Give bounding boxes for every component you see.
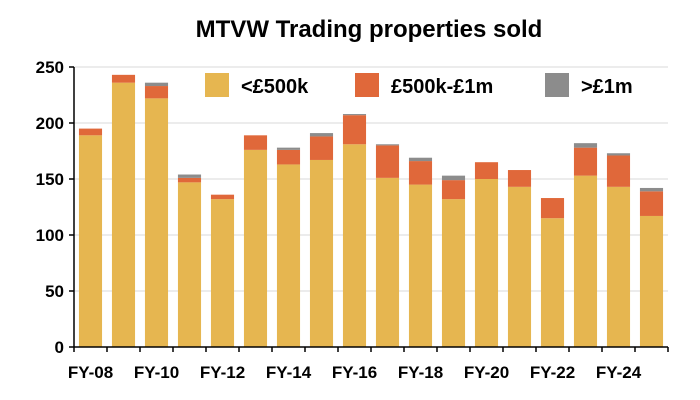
- bar-segment: [573, 175, 598, 347]
- x-tick-label: FY-24: [596, 363, 642, 382]
- bar-segment: [177, 177, 202, 183]
- x-tick-label: FY-22: [530, 363, 575, 382]
- bar-segment: [78, 128, 103, 136]
- y-axis-ticks: 0 50 100 150 200 250: [36, 58, 74, 357]
- x-tick-label: FY-14: [266, 363, 312, 382]
- bar-segment: [507, 186, 532, 347]
- bar-segment: [441, 180, 466, 200]
- bar-segment: [441, 175, 466, 181]
- bar-segment: [177, 174, 202, 178]
- bar-segment: [639, 215, 664, 347]
- x-axis-ticks: FY-08 FY-10 FY-12 FY-14 FY-16 FY-18 FY-20 FY-22…: [68, 347, 669, 382]
- bar-segment: [210, 194, 235, 200]
- x-tick-label: FY-16: [332, 363, 377, 382]
- bar-segment: [540, 198, 565, 219]
- bar-segment: [144, 98, 169, 347]
- legend-label: <£500k: [241, 76, 309, 98]
- bar-segment: [276, 164, 301, 347]
- bar-segment: [639, 191, 664, 216]
- y-tick-label: 200: [36, 114, 64, 133]
- bar-segment: [375, 144, 400, 146]
- bar-segment: [177, 182, 202, 347]
- legend-swatch: [355, 73, 379, 97]
- bar-segment: [408, 157, 433, 162]
- legend-label: £500k-£1m: [391, 76, 493, 98]
- bar-segment: [111, 74, 136, 83]
- bar-segment: [243, 135, 268, 150]
- bar-segment: [243, 149, 268, 347]
- x-tick-label: FY-18: [398, 363, 443, 382]
- x-tick-label: FY-20: [464, 363, 509, 382]
- bar-segment: [375, 145, 400, 178]
- bar-segment: [408, 184, 433, 347]
- y-tick-label: 50: [45, 282, 64, 301]
- x-tick-label: FY-12: [200, 363, 245, 382]
- y-tick-label: 250: [36, 58, 64, 77]
- chart-title: MTVW Trading properties sold: [196, 16, 543, 43]
- bar-segment: [606, 155, 631, 187]
- bars: [78, 74, 664, 348]
- bar-segment: [375, 177, 400, 347]
- bar-segment: [111, 82, 136, 348]
- bar-segment: [342, 115, 367, 145]
- bar-segment: [573, 147, 598, 176]
- bar-segment: [441, 199, 466, 347]
- bar-segment: [276, 147, 301, 150]
- bar-segment: [507, 170, 532, 187]
- bar-segment: [408, 161, 433, 185]
- gridlines: [74, 66, 668, 292]
- legend-swatch: [205, 73, 229, 97]
- bar-segment: [342, 144, 367, 347]
- bar-segment: [474, 162, 499, 179]
- bar-segment: [606, 186, 631, 347]
- bar-segment: [540, 218, 565, 347]
- bar-segment: [639, 187, 664, 192]
- bar-segment: [474, 179, 499, 347]
- bar-segment: [309, 136, 334, 160]
- bar-segment: [606, 153, 631, 156]
- x-tick-label: FY-08: [68, 363, 113, 382]
- bar-segment: [342, 114, 367, 116]
- legend: <£500k £500k-£1m >£1m: [205, 73, 633, 98]
- bar-segment: [276, 149, 301, 165]
- y-tick-label: 0: [55, 338, 64, 357]
- legend-label: >£1m: [581, 76, 633, 98]
- y-tick-label: 150: [36, 170, 64, 189]
- bar-segment: [78, 135, 103, 347]
- bar-segment: [144, 86, 169, 99]
- bar-segment: [573, 143, 598, 148]
- bar-segment: [210, 199, 235, 347]
- y-tick-label: 100: [36, 226, 64, 245]
- x-tick-label: FY-10: [134, 363, 179, 382]
- bar-segment: [309, 133, 334, 137]
- bar-segment: [309, 159, 334, 347]
- legend-swatch: [545, 73, 569, 97]
- bar-segment: [144, 82, 169, 87]
